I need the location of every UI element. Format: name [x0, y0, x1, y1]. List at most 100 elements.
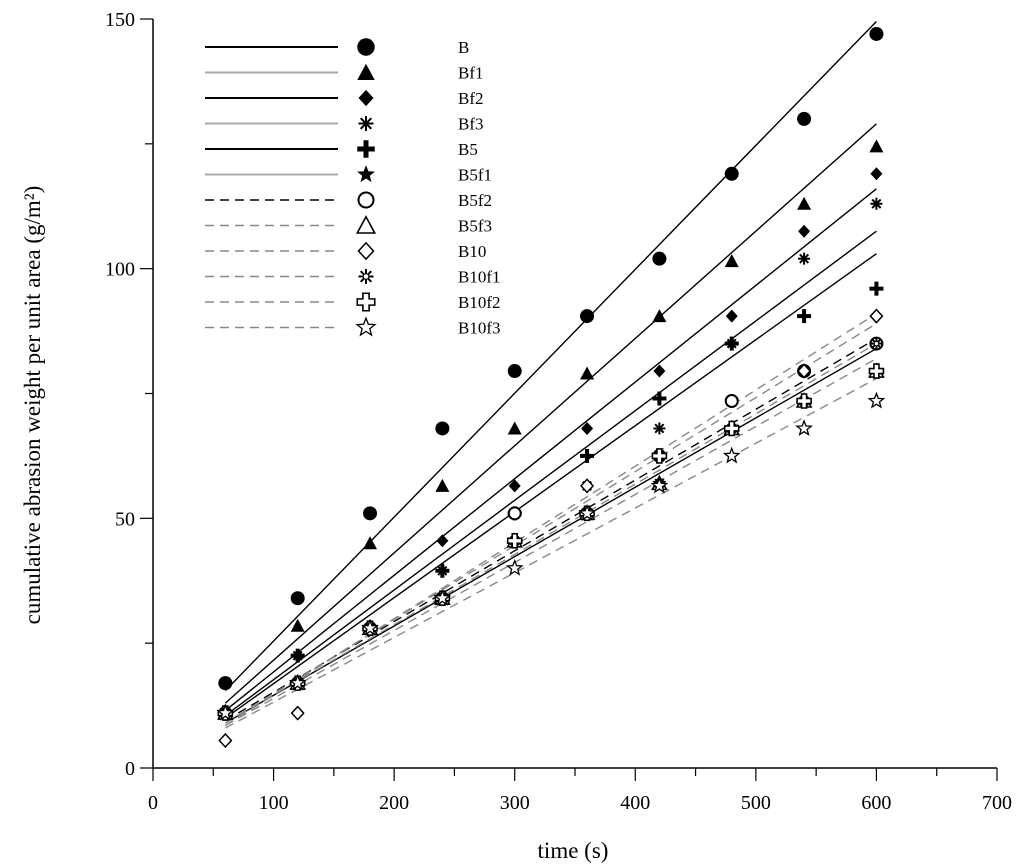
fit-line-b10f1: [224, 322, 877, 724]
fit-line-b5f3: [224, 342, 877, 724]
point-bf3: [798, 252, 811, 265]
legend-item-b10f1: B10f1: [205, 268, 501, 287]
point-bf1: [652, 309, 667, 323]
point-bf2: [653, 364, 666, 378]
point-bf2: [581, 421, 594, 435]
legend-label-bf1: Bf1: [458, 64, 484, 83]
legend-label-b10f3: B10f3: [458, 319, 501, 338]
point-b10f2: [651, 448, 668, 464]
point-b10f2: [506, 533, 523, 549]
legend-marker-b: [357, 38, 375, 56]
point-b5: [435, 563, 450, 578]
point-bf1: [290, 618, 305, 632]
point-b: [290, 591, 305, 606]
point-b: [652, 251, 667, 266]
legend-marker-bf1: [357, 63, 375, 80]
x-tick-label: 400: [620, 792, 650, 814]
point-b: [218, 676, 233, 691]
legend-marker-b5: [357, 140, 375, 158]
legend-item-bf3: Bf3: [205, 115, 484, 134]
fit-line-b5: [224, 253, 877, 719]
legend-item-b10f2: B10f2: [205, 292, 501, 312]
y-tick-label: 100: [105, 259, 135, 281]
point-bf1: [507, 421, 522, 435]
point-b5: [652, 391, 667, 406]
legend-label-bf3: Bf3: [458, 115, 484, 134]
point-bf2: [436, 534, 449, 548]
legend-item-b5f3: B5f3: [205, 215, 492, 236]
y-tick-label: 150: [105, 9, 135, 31]
legend-item-b10f3: B10f3: [205, 316, 501, 338]
point-b10f3: [650, 476, 669, 494]
legend-label-b5f3: B5f3: [458, 217, 492, 236]
fit-line-bf2: [224, 188, 877, 712]
fit-lines: [224, 21, 877, 729]
y-tick-label: 0: [125, 758, 135, 780]
point-b5: [797, 309, 812, 324]
point-b10f3: [722, 446, 741, 464]
legend-item-b: B: [205, 38, 469, 57]
fit-line-bf3: [224, 230, 877, 717]
x-tick-label: 600: [861, 792, 891, 814]
point-bf3: [870, 197, 883, 210]
point-b5: [869, 281, 884, 296]
point-bf1: [580, 366, 595, 380]
data-markers: [216, 26, 886, 749]
legend: B Bf1 Bf2 Bf3 B5 B5f1 B5f2 B5f3 B10 B10f1 B10f2 B10…: [205, 38, 501, 338]
legend-marker-b10: [357, 241, 375, 261]
point-bf3: [653, 422, 666, 435]
fit-line-b10f2: [224, 357, 877, 727]
point-bf2: [798, 224, 811, 238]
point-b: [363, 506, 378, 521]
legend-item-b10: B10: [205, 241, 486, 261]
point-b: [724, 166, 739, 181]
point-bf1: [363, 536, 378, 550]
point-b: [435, 421, 450, 436]
point-b10f3: [288, 673, 307, 691]
x-tick-label: 300: [500, 792, 530, 814]
point-b10f3: [216, 703, 235, 721]
legend-label-b10f1: B10f1: [458, 268, 501, 287]
legend-label-b: B: [458, 38, 469, 57]
point-b: [507, 364, 522, 379]
x-tick-label: 0: [148, 792, 158, 814]
point-b10f3: [433, 588, 452, 606]
legend-label-b5f2: B5f2: [458, 191, 492, 210]
point-b: [580, 309, 595, 324]
point-b10: [797, 363, 812, 379]
legend-label-b5f1: B5f1: [458, 166, 492, 185]
point-bf1: [797, 196, 812, 210]
point-b10: [290, 705, 305, 721]
point-b10: [218, 732, 233, 749]
legend-marker-bf3: [358, 116, 374, 131]
point-b5: [580, 448, 595, 463]
fit-line-b5f1: [224, 347, 877, 724]
point-b10: [869, 308, 884, 324]
point-bf2: [725, 309, 738, 323]
point-bf2: [508, 479, 521, 493]
x-tick-label: 500: [741, 792, 771, 814]
point-b10f2: [868, 363, 885, 379]
legend-marker-b5f3: [355, 215, 377, 234]
point-bf1: [435, 478, 450, 492]
legend-marker-b10f3: [355, 316, 377, 337]
point-bf1: [869, 139, 884, 153]
legend-label-b10f2: B10f2: [458, 293, 501, 312]
point-b10f3: [505, 558, 524, 576]
x-axis-title: time (s): [538, 838, 609, 863]
y-tick-label: 50: [115, 508, 135, 530]
legend-item-bf1: Bf1: [205, 64, 484, 83]
x-tick-label: 700: [982, 792, 1012, 814]
point-b10f1: [870, 337, 883, 350]
point-b10f3: [361, 618, 379, 636]
fit-line-b10f3: [225, 377, 877, 729]
point-b10f2: [723, 420, 740, 437]
point-b: [797, 111, 812, 126]
axes: 0 100 200 300 400 500 600 700 0 50 100 150: [105, 9, 1012, 814]
point-b5: [290, 648, 305, 663]
point-b10f3: [867, 391, 886, 409]
x-tick-label: 100: [259, 792, 289, 814]
point-bf2: [870, 167, 883, 181]
legend-item-b5: B5: [205, 140, 478, 159]
